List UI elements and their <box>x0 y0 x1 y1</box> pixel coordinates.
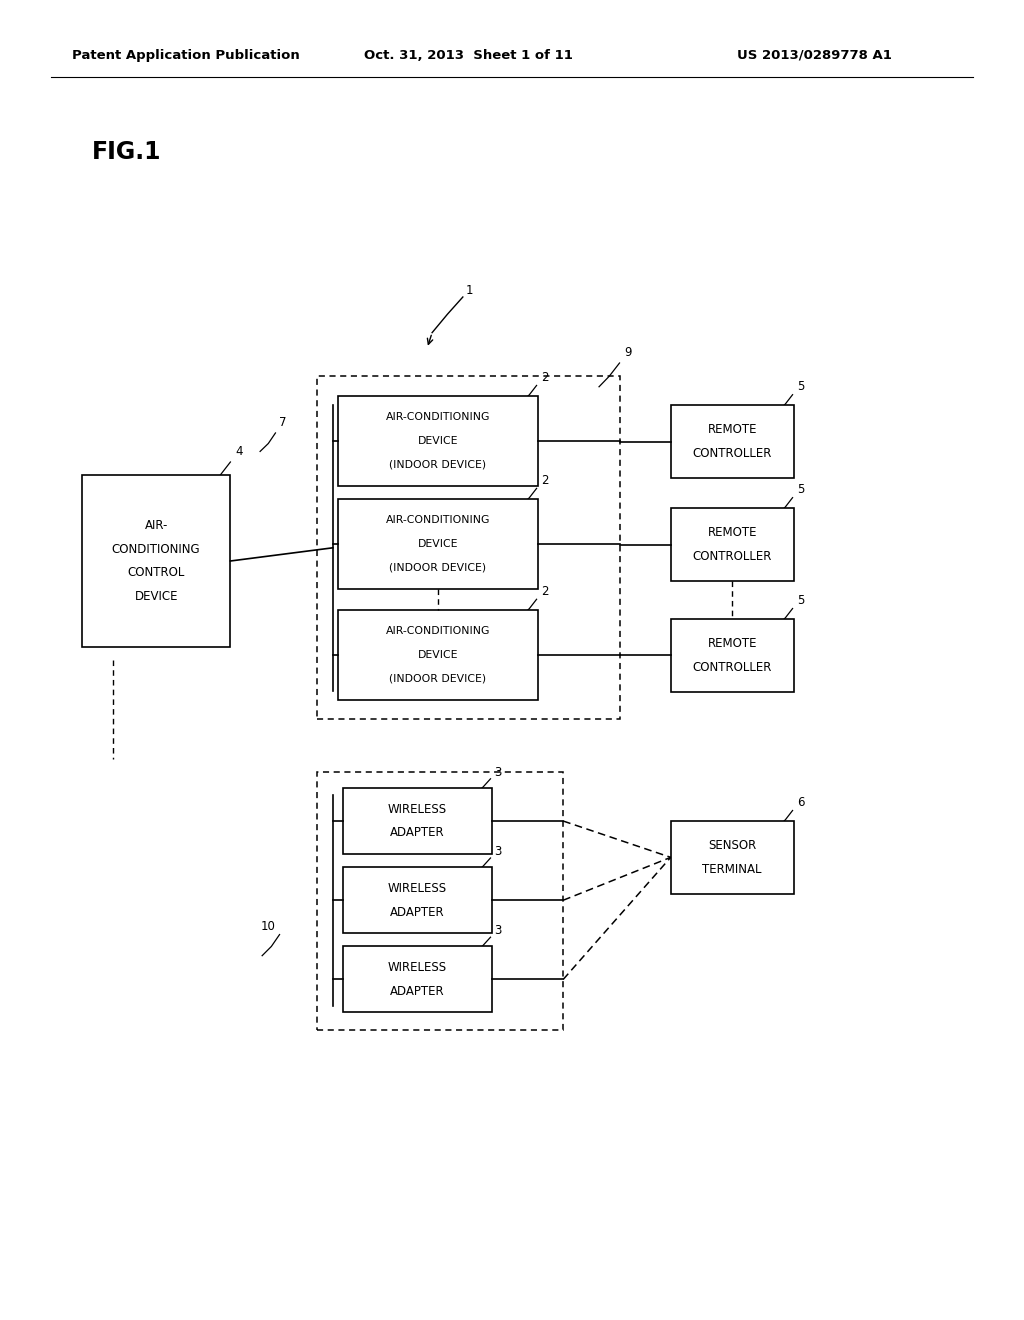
Text: DEVICE: DEVICE <box>134 590 178 603</box>
Text: AIR-: AIR- <box>144 519 168 532</box>
Text: 5: 5 <box>797 380 804 393</box>
Text: WIRELESS: WIRELESS <box>388 803 446 816</box>
Bar <box>317 772 563 1030</box>
Text: 3: 3 <box>495 845 502 858</box>
Bar <box>338 499 538 589</box>
Text: WIRELESS: WIRELESS <box>388 961 446 974</box>
Text: US 2013/0289778 A1: US 2013/0289778 A1 <box>737 49 892 62</box>
Text: 1: 1 <box>466 284 473 297</box>
Text: REMOTE: REMOTE <box>708 527 757 539</box>
Text: ADAPTER: ADAPTER <box>390 906 444 919</box>
Text: AIR-CONDITIONING: AIR-CONDITIONING <box>386 412 489 422</box>
Text: REMOTE: REMOTE <box>708 638 757 649</box>
Text: AIR-CONDITIONING: AIR-CONDITIONING <box>386 515 489 525</box>
Text: (INDOOR DEVICE): (INDOOR DEVICE) <box>389 459 486 470</box>
Text: CONDITIONING: CONDITIONING <box>112 543 201 556</box>
Text: CONTROLLER: CONTROLLER <box>692 447 772 459</box>
Text: 5: 5 <box>797 483 804 496</box>
Text: 3: 3 <box>495 924 502 937</box>
Text: 5: 5 <box>797 594 804 607</box>
Text: CONTROLLER: CONTROLLER <box>692 550 772 562</box>
Bar <box>671 619 794 692</box>
Text: Patent Application Publication: Patent Application Publication <box>72 49 299 62</box>
Text: AIR-CONDITIONING: AIR-CONDITIONING <box>386 626 489 636</box>
Bar <box>343 867 492 933</box>
Text: 2: 2 <box>541 474 548 487</box>
Bar <box>338 610 538 700</box>
Text: FIG.1: FIG.1 <box>92 140 162 164</box>
Bar <box>317 376 620 719</box>
Text: 4: 4 <box>236 445 243 458</box>
Text: DEVICE: DEVICE <box>418 436 458 446</box>
Text: (INDOOR DEVICE): (INDOOR DEVICE) <box>389 673 486 684</box>
Text: 7: 7 <box>279 416 286 429</box>
Bar <box>671 405 794 478</box>
Text: TERMINAL: TERMINAL <box>702 863 762 875</box>
Text: Oct. 31, 2013  Sheet 1 of 11: Oct. 31, 2013 Sheet 1 of 11 <box>364 49 572 62</box>
Text: REMOTE: REMOTE <box>708 424 757 436</box>
Text: 2: 2 <box>541 371 548 384</box>
Text: (INDOOR DEVICE): (INDOOR DEVICE) <box>389 562 486 573</box>
Text: 3: 3 <box>495 766 502 779</box>
Text: SENSOR: SENSOR <box>708 840 757 851</box>
Text: WIRELESS: WIRELESS <box>388 882 446 895</box>
Bar <box>82 475 230 647</box>
Bar <box>343 788 492 854</box>
Text: 6: 6 <box>797 796 804 809</box>
Text: DEVICE: DEVICE <box>418 539 458 549</box>
Text: 10: 10 <box>261 920 276 933</box>
Text: CONTROLLER: CONTROLLER <box>692 661 772 673</box>
Text: DEVICE: DEVICE <box>418 649 458 660</box>
Bar <box>671 821 794 894</box>
Bar <box>338 396 538 486</box>
Text: 2: 2 <box>541 585 548 598</box>
Bar <box>671 508 794 581</box>
Text: CONTROL: CONTROL <box>127 566 185 579</box>
Text: ADAPTER: ADAPTER <box>390 826 444 840</box>
Text: 9: 9 <box>625 346 632 359</box>
Bar <box>343 946 492 1012</box>
Text: ADAPTER: ADAPTER <box>390 985 444 998</box>
